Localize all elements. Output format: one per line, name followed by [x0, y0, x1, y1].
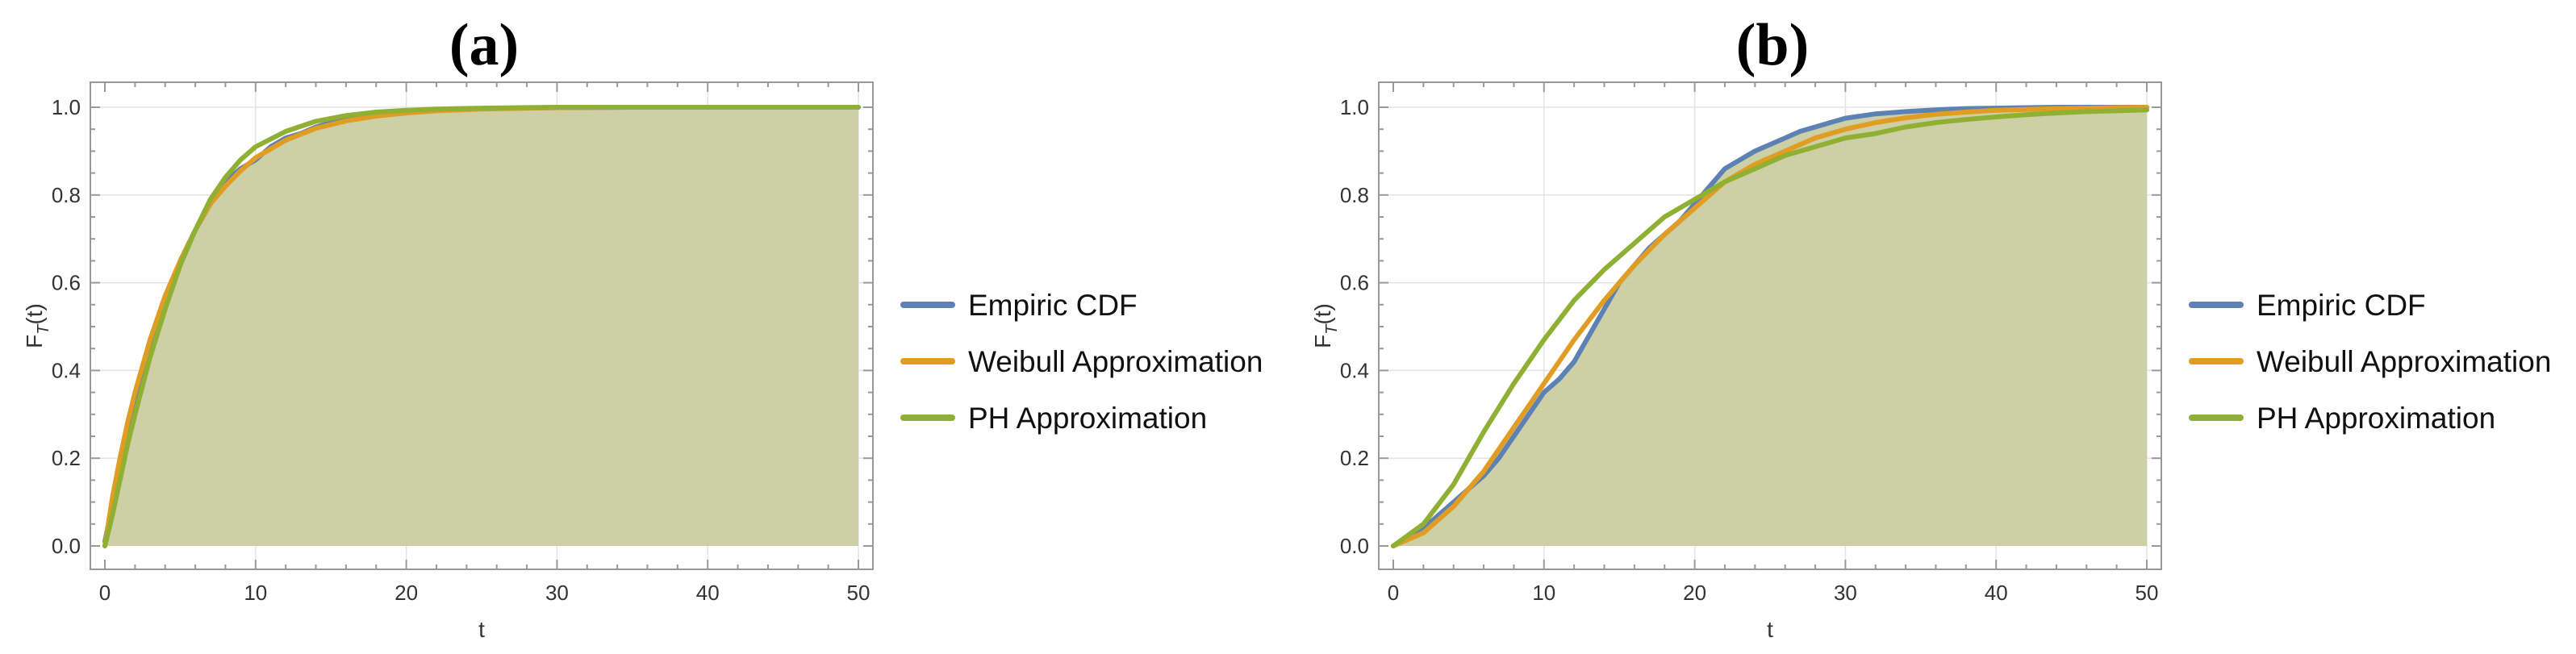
chart-b-area-fill [1393, 107, 2147, 546]
chart-b-ytick-label: 0.2 [1340, 446, 1369, 470]
chart-a-legend-label: Weibull Approximation [968, 345, 1263, 378]
chart-a-xtick-label: 20 [395, 581, 418, 605]
chart-b-ytick-label: 0.6 [1340, 271, 1369, 295]
chart-b-xtick-label: 0 [1388, 581, 1399, 605]
chart-a-ytick-label: 0.8 [52, 183, 81, 207]
chart-a-legend-label: PH Approximation [968, 402, 1207, 435]
chart-a-xtick-label: 40 [696, 581, 720, 605]
chart-a-ytick-label: 1.0 [52, 95, 81, 119]
chart-panel-a: (a) 0 10 20 30 40 50 0.0 0.2 0.4 0.6 0.8 1.0 t FT(t) Em… [0, 0, 1288, 650]
chart-a-ylabel: FT(t) [22, 303, 52, 348]
chart-a-xtick-label: 10 [244, 581, 267, 605]
chart-b-xtick-label: 10 [1532, 581, 1555, 605]
chart-b-ytick-label: 1.0 [1340, 95, 1369, 119]
chart-a-svg: (a) 0 10 20 30 40 50 0.0 0.2 0.4 0.6 0.8 1.0 t FT(t) Em… [22, 12, 1263, 642]
chart-a-ytick-label: 0.6 [52, 271, 81, 295]
chart-b-legend-label: PH Approximation [2257, 402, 2495, 435]
chart-b-ytick-label: 0.4 [1340, 358, 1369, 382]
chart-a-ytick-label: 0.0 [52, 534, 81, 558]
chart-b-xlabel: t [1767, 617, 1773, 642]
chart-b-legend-label: Weibull Approximation [2257, 345, 2551, 378]
chart-a-area-fill [105, 107, 858, 546]
chart-a-title: (a) [449, 12, 519, 78]
chart-b-title: (b) [1736, 12, 1809, 78]
chart-b-ytick-label: 0.8 [1340, 183, 1369, 207]
chart-a-legend-label: Empiric CDF [968, 289, 1138, 322]
chart-a-series-ph-approximation [102, 105, 861, 548]
chart-b-xtick-label: 40 [1985, 581, 2008, 605]
chart-a-ytick-label: 0.4 [52, 358, 81, 382]
chart-b-series-ph-approximation [1391, 107, 2149, 548]
chart-a-xtick-label: 50 [847, 581, 870, 605]
chart-a-xtick-label: 30 [545, 581, 569, 605]
chart-b-xtick-label: 30 [1834, 581, 1857, 605]
chart-b-series-empiric-cdf [1391, 105, 2149, 548]
chart-b-svg: (b) 0 10 20 30 40 50 0.0 0.2 0.4 0.6 0.8 1.0 t FT(t) Em… [1310, 12, 2551, 642]
chart-b-xtick-label: 20 [1683, 581, 1706, 605]
chart-a-ytick-label: 0.2 [52, 446, 81, 470]
chart-b-xtick-label: 50 [2136, 581, 2159, 605]
chart-a-xlabel: t [478, 617, 485, 642]
chart-b-ylabel: FT(t) [1310, 303, 1341, 348]
chart-panel-b: (b) 0 10 20 30 40 50 0.0 0.2 0.4 0.6 0.8 1.0 t FT(t) Em… [1288, 0, 2576, 650]
chart-a-xtick-label: 0 [99, 581, 111, 605]
chart-b-ytick-label: 0.0 [1340, 534, 1369, 558]
chart-b-series-weibull-approximation [1391, 105, 2149, 548]
chart-b-legend-label: Empiric CDF [2257, 289, 2426, 322]
